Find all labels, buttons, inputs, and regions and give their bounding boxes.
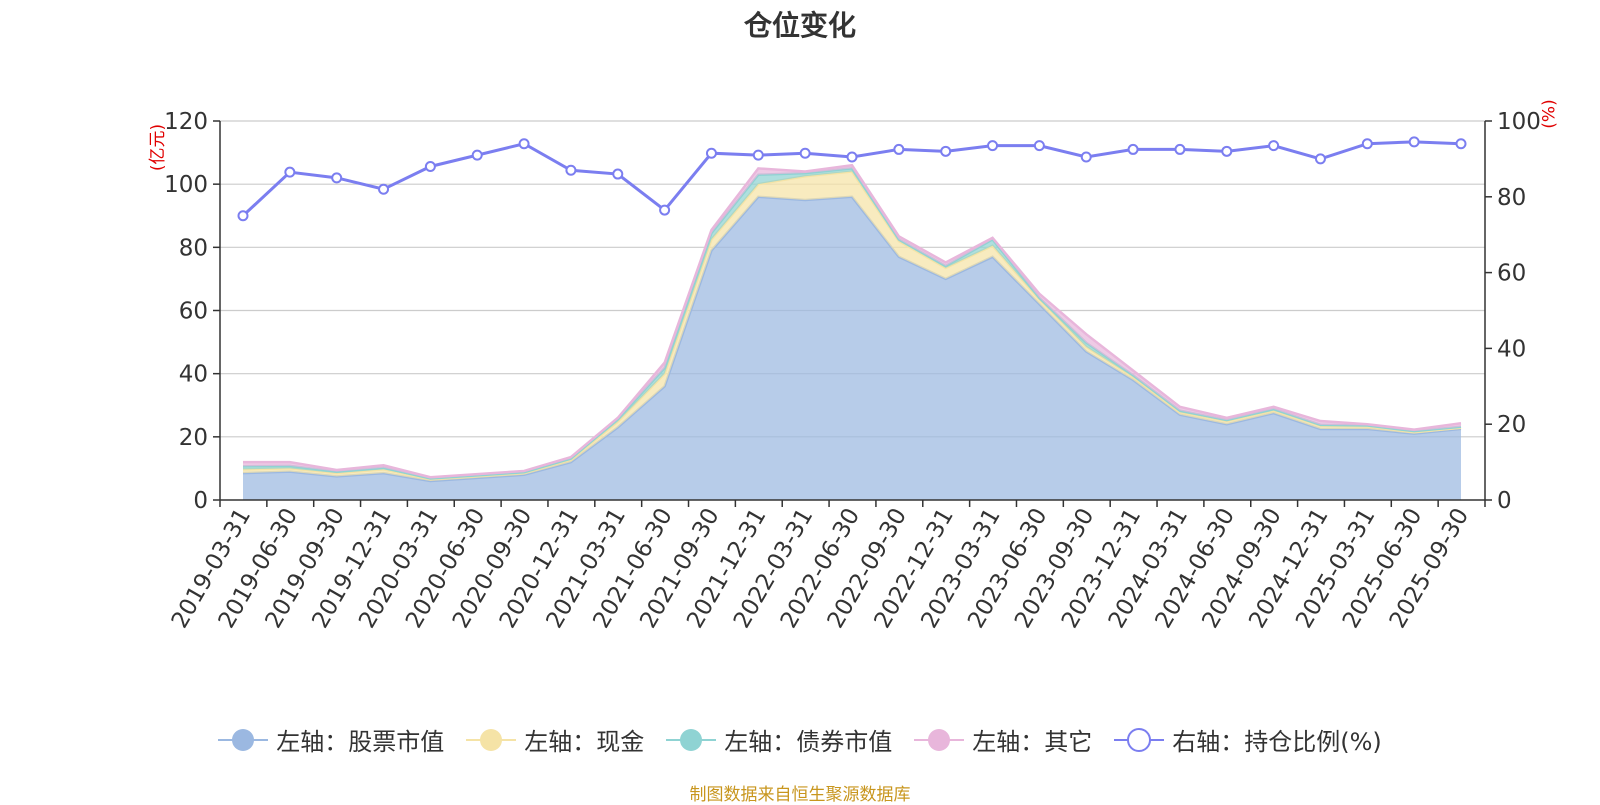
- ratio-point: [940, 145, 952, 157]
- y-right-tick-label: 60: [1497, 261, 1526, 287]
- ratio-point: [705, 147, 717, 159]
- legend-marker-icon: [1114, 727, 1165, 752]
- ratio-point: [846, 151, 858, 163]
- ratio-point: [987, 140, 999, 152]
- ratio-point: [799, 147, 811, 159]
- ratio-point: [1268, 140, 1280, 152]
- legend-item[interactable]: 左轴：债券市值: [666, 722, 892, 757]
- y-right-tick-label: 100: [1497, 109, 1541, 135]
- y-right-tick-label: 20: [1497, 412, 1526, 438]
- legend-marker-icon: [914, 728, 965, 751]
- y-right-tick-label: 40: [1497, 336, 1526, 362]
- legend-marker-icon: [466, 728, 517, 751]
- y-left-tick-label: 80: [179, 235, 208, 261]
- ratio-point: [378, 183, 390, 195]
- ratio-point: [1127, 143, 1139, 155]
- ratio-point: [1408, 136, 1420, 148]
- ratio-point: [1314, 153, 1326, 165]
- ratio-point: [893, 143, 905, 155]
- legend-item[interactable]: 左轴：现金: [466, 722, 644, 757]
- ratio-point: [752, 149, 764, 161]
- legend-label: 左轴：股票市值: [276, 728, 445, 756]
- ratio-point: [1080, 151, 1092, 163]
- ratio-point: [471, 149, 483, 161]
- legend-item[interactable]: 右轴：持仓比例(%): [1114, 722, 1382, 757]
- chart-title: 仓位变化: [743, 9, 856, 42]
- area-左轴：股票市值: [243, 196, 1461, 501]
- y-right-tick-label: 80: [1497, 185, 1526, 211]
- ratio-point: [518, 138, 530, 150]
- legend-item[interactable]: 左轴：其它: [914, 722, 1092, 757]
- ratio-point: [659, 204, 671, 216]
- y-left-tick-label: 40: [179, 362, 208, 388]
- y-left-tick-label: 0: [193, 488, 208, 514]
- ratio-point: [284, 166, 296, 178]
- ratio-point: [1455, 138, 1467, 150]
- ratio-point: [1221, 145, 1233, 157]
- chart-canvas: 0204060801001200204060801002019-03-31201…: [164, 109, 1541, 633]
- source-note: 制图数据来自恒生聚源数据库: [689, 785, 911, 805]
- legend-label: 左轴：现金: [524, 728, 645, 756]
- y-right-tick-label: 0: [1497, 488, 1512, 514]
- y-left-tick-label: 20: [179, 425, 208, 451]
- legend-label: 左轴：债券市值: [724, 728, 893, 756]
- ratio-point: [1361, 138, 1373, 150]
- ratio-point: [1174, 143, 1186, 155]
- y-left-tick-label: 60: [179, 299, 208, 325]
- ratio-point: [424, 160, 436, 172]
- legend-marker-icon: [218, 728, 269, 751]
- legend-marker-icon: [666, 728, 717, 751]
- ratio-point: [237, 210, 249, 222]
- ratio-point: [331, 172, 343, 184]
- area-edge-左轴：其它: [243, 163, 1462, 479]
- legend: 左轴：股票市值 左轴：现金 左轴：债券市值 左轴：其它 右轴：持仓比例(%): [0, 722, 1600, 757]
- ratio-point: [1033, 140, 1045, 152]
- legend-label: 右轴：持仓比例(%): [1172, 728, 1382, 756]
- ratio-point: [612, 168, 624, 180]
- y-left-tick-label: 120: [164, 109, 208, 135]
- ratio-point: [565, 164, 577, 176]
- legend-label: 左轴：其它: [972, 728, 1093, 756]
- y-left-tick-label: 100: [164, 172, 208, 198]
- legend-item[interactable]: 左轴：股票市值: [218, 722, 444, 757]
